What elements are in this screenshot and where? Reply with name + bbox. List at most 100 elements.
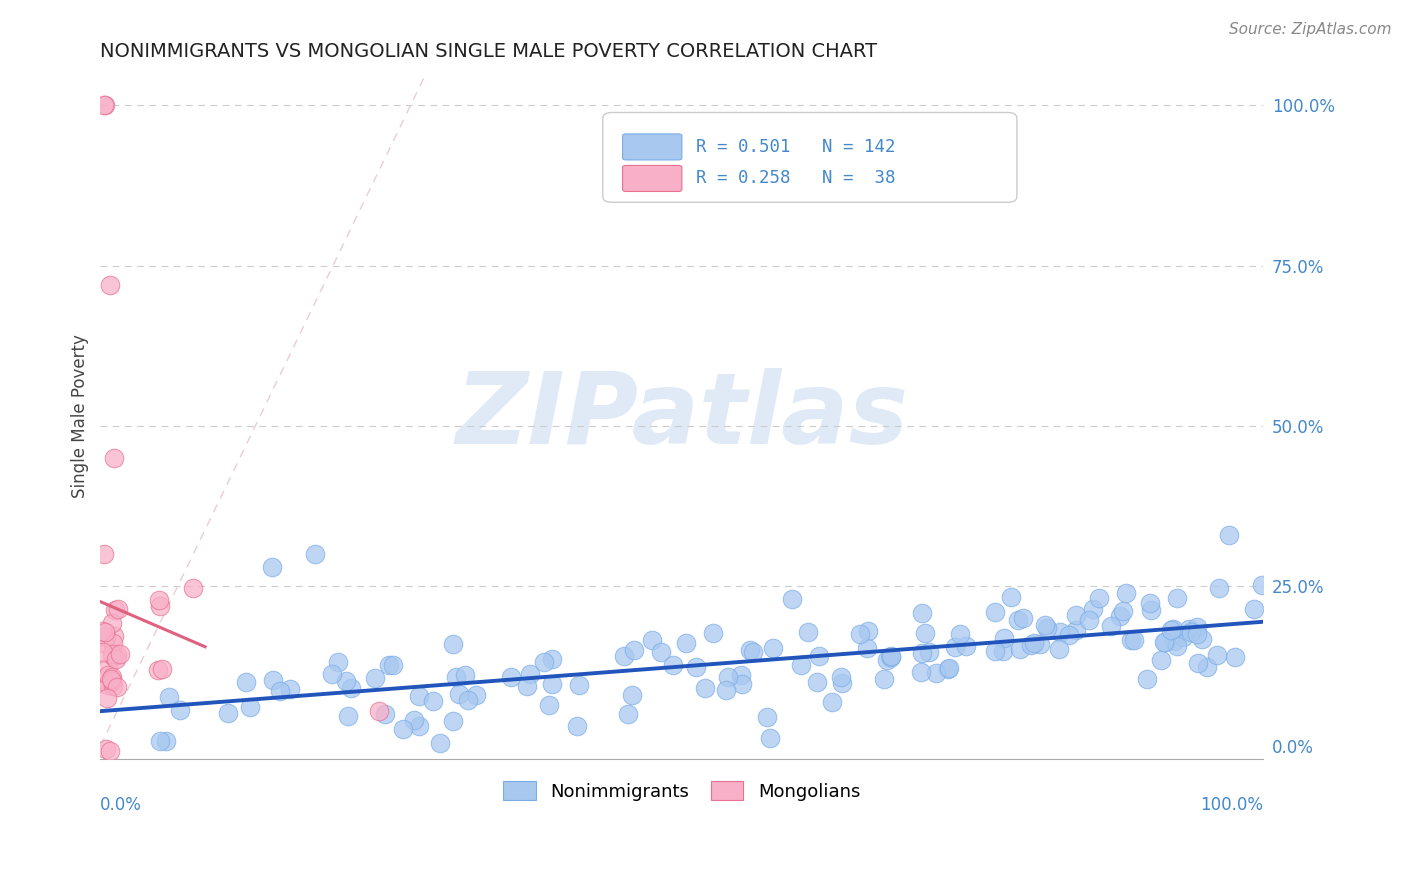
- Point: [1187, 627, 1209, 641]
- Point: [1064, 608, 1087, 623]
- Point: [101, 615, 124, 630]
- Point: [339, 681, 361, 696]
- Point: [1197, 660, 1219, 674]
- Point: [1024, 636, 1046, 650]
- Point: [169, 703, 191, 717]
- Point: [422, 694, 444, 708]
- Point: [806, 675, 828, 690]
- Point: [449, 687, 471, 701]
- Point: [537, 698, 560, 712]
- Point: [717, 671, 740, 685]
- Point: [1150, 653, 1173, 667]
- Point: [991, 644, 1014, 658]
- Point: [661, 657, 683, 672]
- Point: [91, 645, 114, 659]
- Point: [1251, 578, 1274, 592]
- Point: [1119, 633, 1142, 648]
- Point: [269, 684, 291, 698]
- Point: [1000, 591, 1022, 605]
- Point: [936, 662, 959, 676]
- Point: [856, 641, 879, 656]
- Point: [1154, 635, 1177, 649]
- Point: [149, 734, 172, 748]
- Point: [1178, 622, 1201, 636]
- Point: [378, 658, 401, 673]
- Point: [807, 648, 830, 663]
- Point: [152, 662, 174, 676]
- Point: [98, 744, 121, 758]
- Point: [780, 591, 803, 606]
- Point: [96, 742, 118, 756]
- Point: [910, 665, 932, 680]
- Point: [1208, 581, 1230, 595]
- Point: [1029, 637, 1052, 651]
- Point: [382, 657, 405, 672]
- Point: [759, 731, 782, 745]
- Point: [239, 700, 262, 714]
- Point: [107, 601, 129, 615]
- Text: R = 0.258   N =  38: R = 0.258 N = 38: [696, 169, 896, 187]
- Point: [453, 668, 475, 682]
- Point: [918, 645, 941, 659]
- Point: [519, 667, 541, 681]
- Point: [1223, 649, 1246, 664]
- Point: [943, 640, 966, 655]
- Point: [146, 663, 169, 677]
- Point: [1180, 625, 1202, 640]
- Point: [262, 673, 284, 687]
- Point: [730, 668, 752, 682]
- Point: [278, 682, 301, 697]
- Point: [100, 670, 122, 684]
- Point: [1083, 602, 1105, 616]
- Point: [925, 665, 948, 680]
- Point: [675, 636, 697, 650]
- Point: [1010, 642, 1032, 657]
- Point: [617, 707, 640, 722]
- Point: [1064, 623, 1087, 637]
- Point: [1206, 648, 1229, 663]
- Point: [93, 98, 115, 112]
- Point: [1123, 633, 1146, 648]
- Point: [1007, 613, 1029, 627]
- Point: [879, 649, 901, 664]
- Point: [911, 646, 934, 660]
- Point: [304, 547, 326, 561]
- Point: [90, 624, 112, 638]
- Point: [830, 670, 852, 684]
- Y-axis label: Single Male Poverty: Single Male Poverty: [72, 334, 89, 498]
- Point: [101, 648, 124, 663]
- Point: [984, 605, 1007, 619]
- Point: [110, 647, 132, 661]
- Point: [540, 677, 562, 691]
- Point: [650, 644, 672, 658]
- Point: [1187, 656, 1209, 670]
- Point: [1036, 621, 1059, 635]
- Point: [321, 666, 343, 681]
- Point: [623, 643, 645, 657]
- Point: [335, 674, 357, 689]
- FancyBboxPatch shape: [623, 165, 682, 192]
- Point: [1109, 609, 1132, 624]
- Point: [1218, 527, 1240, 541]
- Point: [97, 659, 120, 673]
- Point: [94, 624, 117, 639]
- Point: [1166, 639, 1188, 653]
- Point: [984, 643, 1007, 657]
- FancyBboxPatch shape: [623, 134, 682, 160]
- Point: [872, 673, 894, 687]
- Point: [1185, 620, 1208, 634]
- Point: [368, 704, 391, 718]
- Point: [97, 668, 120, 682]
- Legend: Nonimmigrants, Mongolians: Nonimmigrants, Mongolians: [496, 774, 868, 808]
- Point: [831, 675, 853, 690]
- Point: [96, 691, 118, 706]
- Point: [1049, 625, 1071, 640]
- Text: 100.0%: 100.0%: [1201, 797, 1264, 814]
- Point: [568, 678, 591, 692]
- Point: [685, 660, 707, 674]
- Point: [1173, 630, 1195, 644]
- Point: [408, 690, 430, 704]
- Point: [938, 661, 960, 675]
- Point: [98, 277, 121, 292]
- Point: [235, 674, 257, 689]
